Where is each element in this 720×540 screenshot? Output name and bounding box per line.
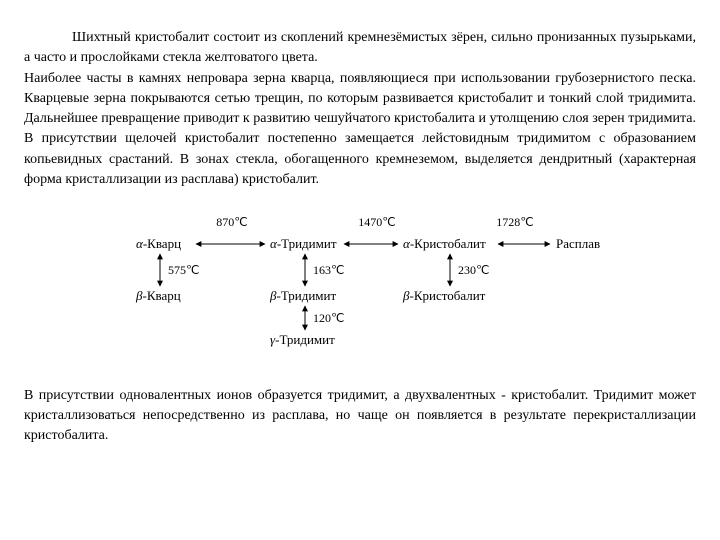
temp-163: 163℃ — [313, 263, 344, 277]
temp-870: 870℃ — [216, 215, 247, 229]
paragraph-3: В присутствии одновалентных ионов образу… — [24, 386, 696, 447]
temp-120: 120℃ — [313, 311, 344, 325]
node-gamma-tridymite: γ-Тридимит — [270, 332, 335, 347]
text-block-bottom: В присутствии одновалентных ионов образу… — [24, 386, 696, 447]
paragraph-1: Шихтный кристобалит состоит из скоплений… — [24, 28, 696, 69]
temp-1728: 1728℃ — [496, 215, 533, 229]
temp-230: 230℃ — [458, 263, 489, 277]
node-beta-quartz: β-Кварц — [135, 288, 181, 303]
phase-diagram: 870℃ 1470℃ 1728℃ α-Кварц α-Тридимит α-Кр… — [90, 208, 630, 365]
temp-575: 575℃ — [168, 263, 199, 277]
phase-diagram-svg: 870℃ 1470℃ 1728℃ α-Кварц α-Тридимит α-Кр… — [90, 208, 630, 358]
node-alpha-cristobalite: α-Кристобалит — [403, 236, 486, 251]
node-beta-tridymite: β-Тридимит — [269, 288, 336, 303]
temp-1470: 1470℃ — [358, 215, 395, 229]
node-melt: Расплав — [556, 236, 600, 251]
node-alpha-quartz: α-Кварц — [136, 236, 181, 251]
page: Шихтный кристобалит состоит из скоплений… — [0, 0, 720, 540]
text-block-top: Шихтный кристобалит состоит из скоплений… — [24, 28, 696, 190]
paragraph-2: Наиболее часты в камнях непровара зерна … — [24, 69, 696, 191]
node-alpha-tridymite: α-Тридимит — [270, 236, 337, 251]
node-beta-cristobalite: β-Кристобалит — [402, 288, 486, 303]
